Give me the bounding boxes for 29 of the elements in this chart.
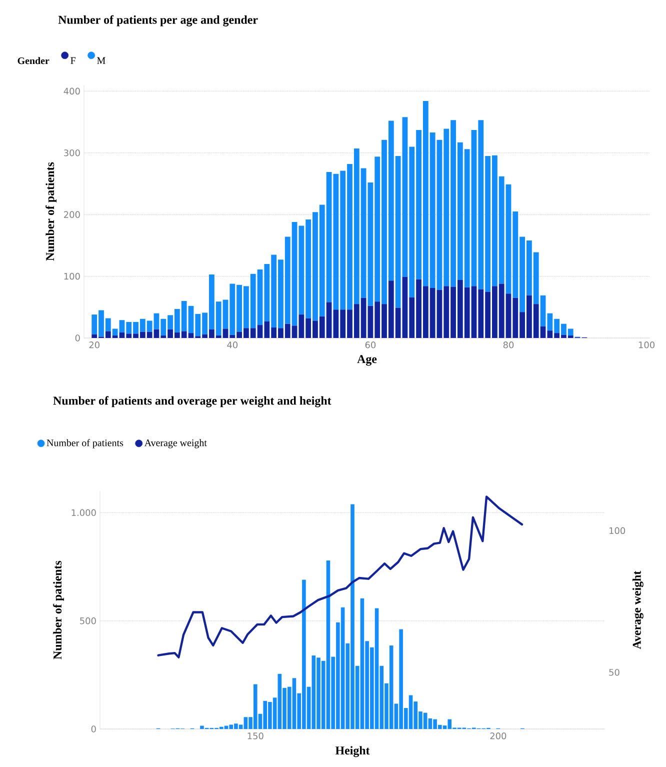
y-axis-title: Number of patients <box>46 162 57 261</box>
x-axis-title: Age <box>357 355 377 366</box>
y-tick-label: 1.000 <box>72 509 96 516</box>
y-tick-label: 0 <box>91 726 96 732</box>
y-tick-label: 300 <box>64 149 80 156</box>
legend-label: M <box>97 57 106 64</box>
x-tick-label: 60 <box>365 342 376 348</box>
y-tick-label: 0 <box>75 334 80 342</box>
x-tick-label: 40 <box>227 342 238 348</box>
legend-title: Gender <box>18 57 50 64</box>
legend-label: F <box>70 57 76 64</box>
x-tick-label: 100 <box>638 342 655 348</box>
y-tick-label: 400 <box>64 88 80 95</box>
y2-axis-title: Average weight <box>632 570 644 650</box>
chart-title: Number of patients and overage per weight and height <box>53 396 332 408</box>
legend-label: Average weight <box>144 439 207 448</box>
x-tick-label: 150 <box>248 732 264 740</box>
y-tick-label: 200 <box>64 211 80 218</box>
y2-tick-label: 100 <box>610 527 626 534</box>
line-series <box>157 496 524 658</box>
y-tick-label: 100 <box>64 272 80 280</box>
x-tick-label: 80 <box>503 342 514 348</box>
y-tick-label: 500 <box>80 617 96 624</box>
x-tick-label: 20 <box>89 342 100 348</box>
y-axis-title: Number of patients <box>53 560 64 660</box>
x-axis-title: Height <box>335 746 370 758</box>
chart-title: Number of patients per age and gender <box>58 15 258 26</box>
y2-tick-label: 50 <box>609 668 620 676</box>
legend-label: Number of patients <box>46 439 124 448</box>
